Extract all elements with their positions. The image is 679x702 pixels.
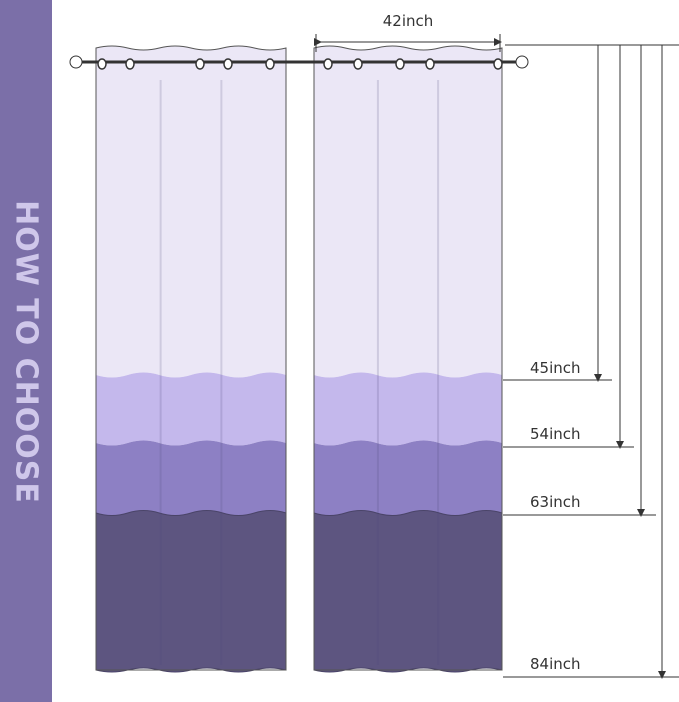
grommet-icon	[425, 58, 435, 70]
curtain-panel-2-section-1	[314, 46, 502, 378]
length-63: 63inch	[503, 45, 656, 517]
length-label-54: 54inch	[530, 425, 581, 443]
curtain-panel-1-section-4	[95, 510, 287, 673]
grommet-icon	[353, 58, 363, 70]
grommet-icon	[395, 58, 405, 70]
grommet-icon	[323, 58, 333, 70]
length-45: 45inch	[503, 45, 612, 382]
length-label-63: 63inch	[530, 493, 581, 511]
curtain-panel-2-section-3	[314, 440, 502, 516]
grommet-icon	[493, 58, 503, 70]
curtain-panel-2-section-4	[313, 510, 503, 673]
length-54: 54inch	[503, 45, 634, 449]
curtain-panel-1-section-3	[96, 440, 286, 516]
curtain-panel-1-outline	[95, 45, 287, 671]
length-label-84: 84inch	[530, 655, 581, 673]
width-dimension: 42inch	[314, 12, 502, 52]
curtain-panel-2-section-2	[314, 372, 502, 446]
rod-finial-left-icon	[69, 55, 83, 69]
width-label: 42inch	[383, 12, 434, 30]
grommet-icon	[125, 58, 135, 70]
curtain-panel-2-outline	[313, 45, 503, 671]
grommet-icon	[223, 58, 233, 70]
curtain-panel-1-section-2	[96, 372, 286, 446]
grommet-icon	[97, 58, 107, 70]
side-banner: HOW TO CHOOSE	[0, 0, 52, 702]
length-label-45: 45inch	[530, 359, 581, 377]
grommet-icon	[265, 58, 275, 70]
curtain-panel-1-section-1	[96, 46, 286, 378]
grommet-icon	[195, 58, 205, 70]
length-84: 84inch	[503, 45, 679, 679]
rod-finial-right-icon	[515, 55, 529, 69]
